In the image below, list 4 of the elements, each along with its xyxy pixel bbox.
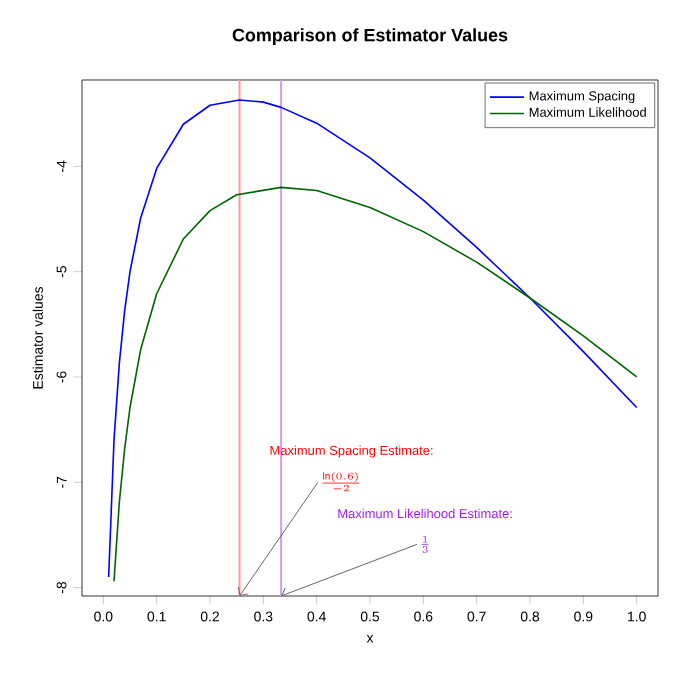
line-series [113,186,638,583]
ref-line-label: $\frac{\ln(0.6)}{-2}$ [322,471,360,492]
ref-line-label: $\frac{1}{3}$ [421,535,429,553]
chart-title: Comparison of Estimator Values [232,28,508,45]
